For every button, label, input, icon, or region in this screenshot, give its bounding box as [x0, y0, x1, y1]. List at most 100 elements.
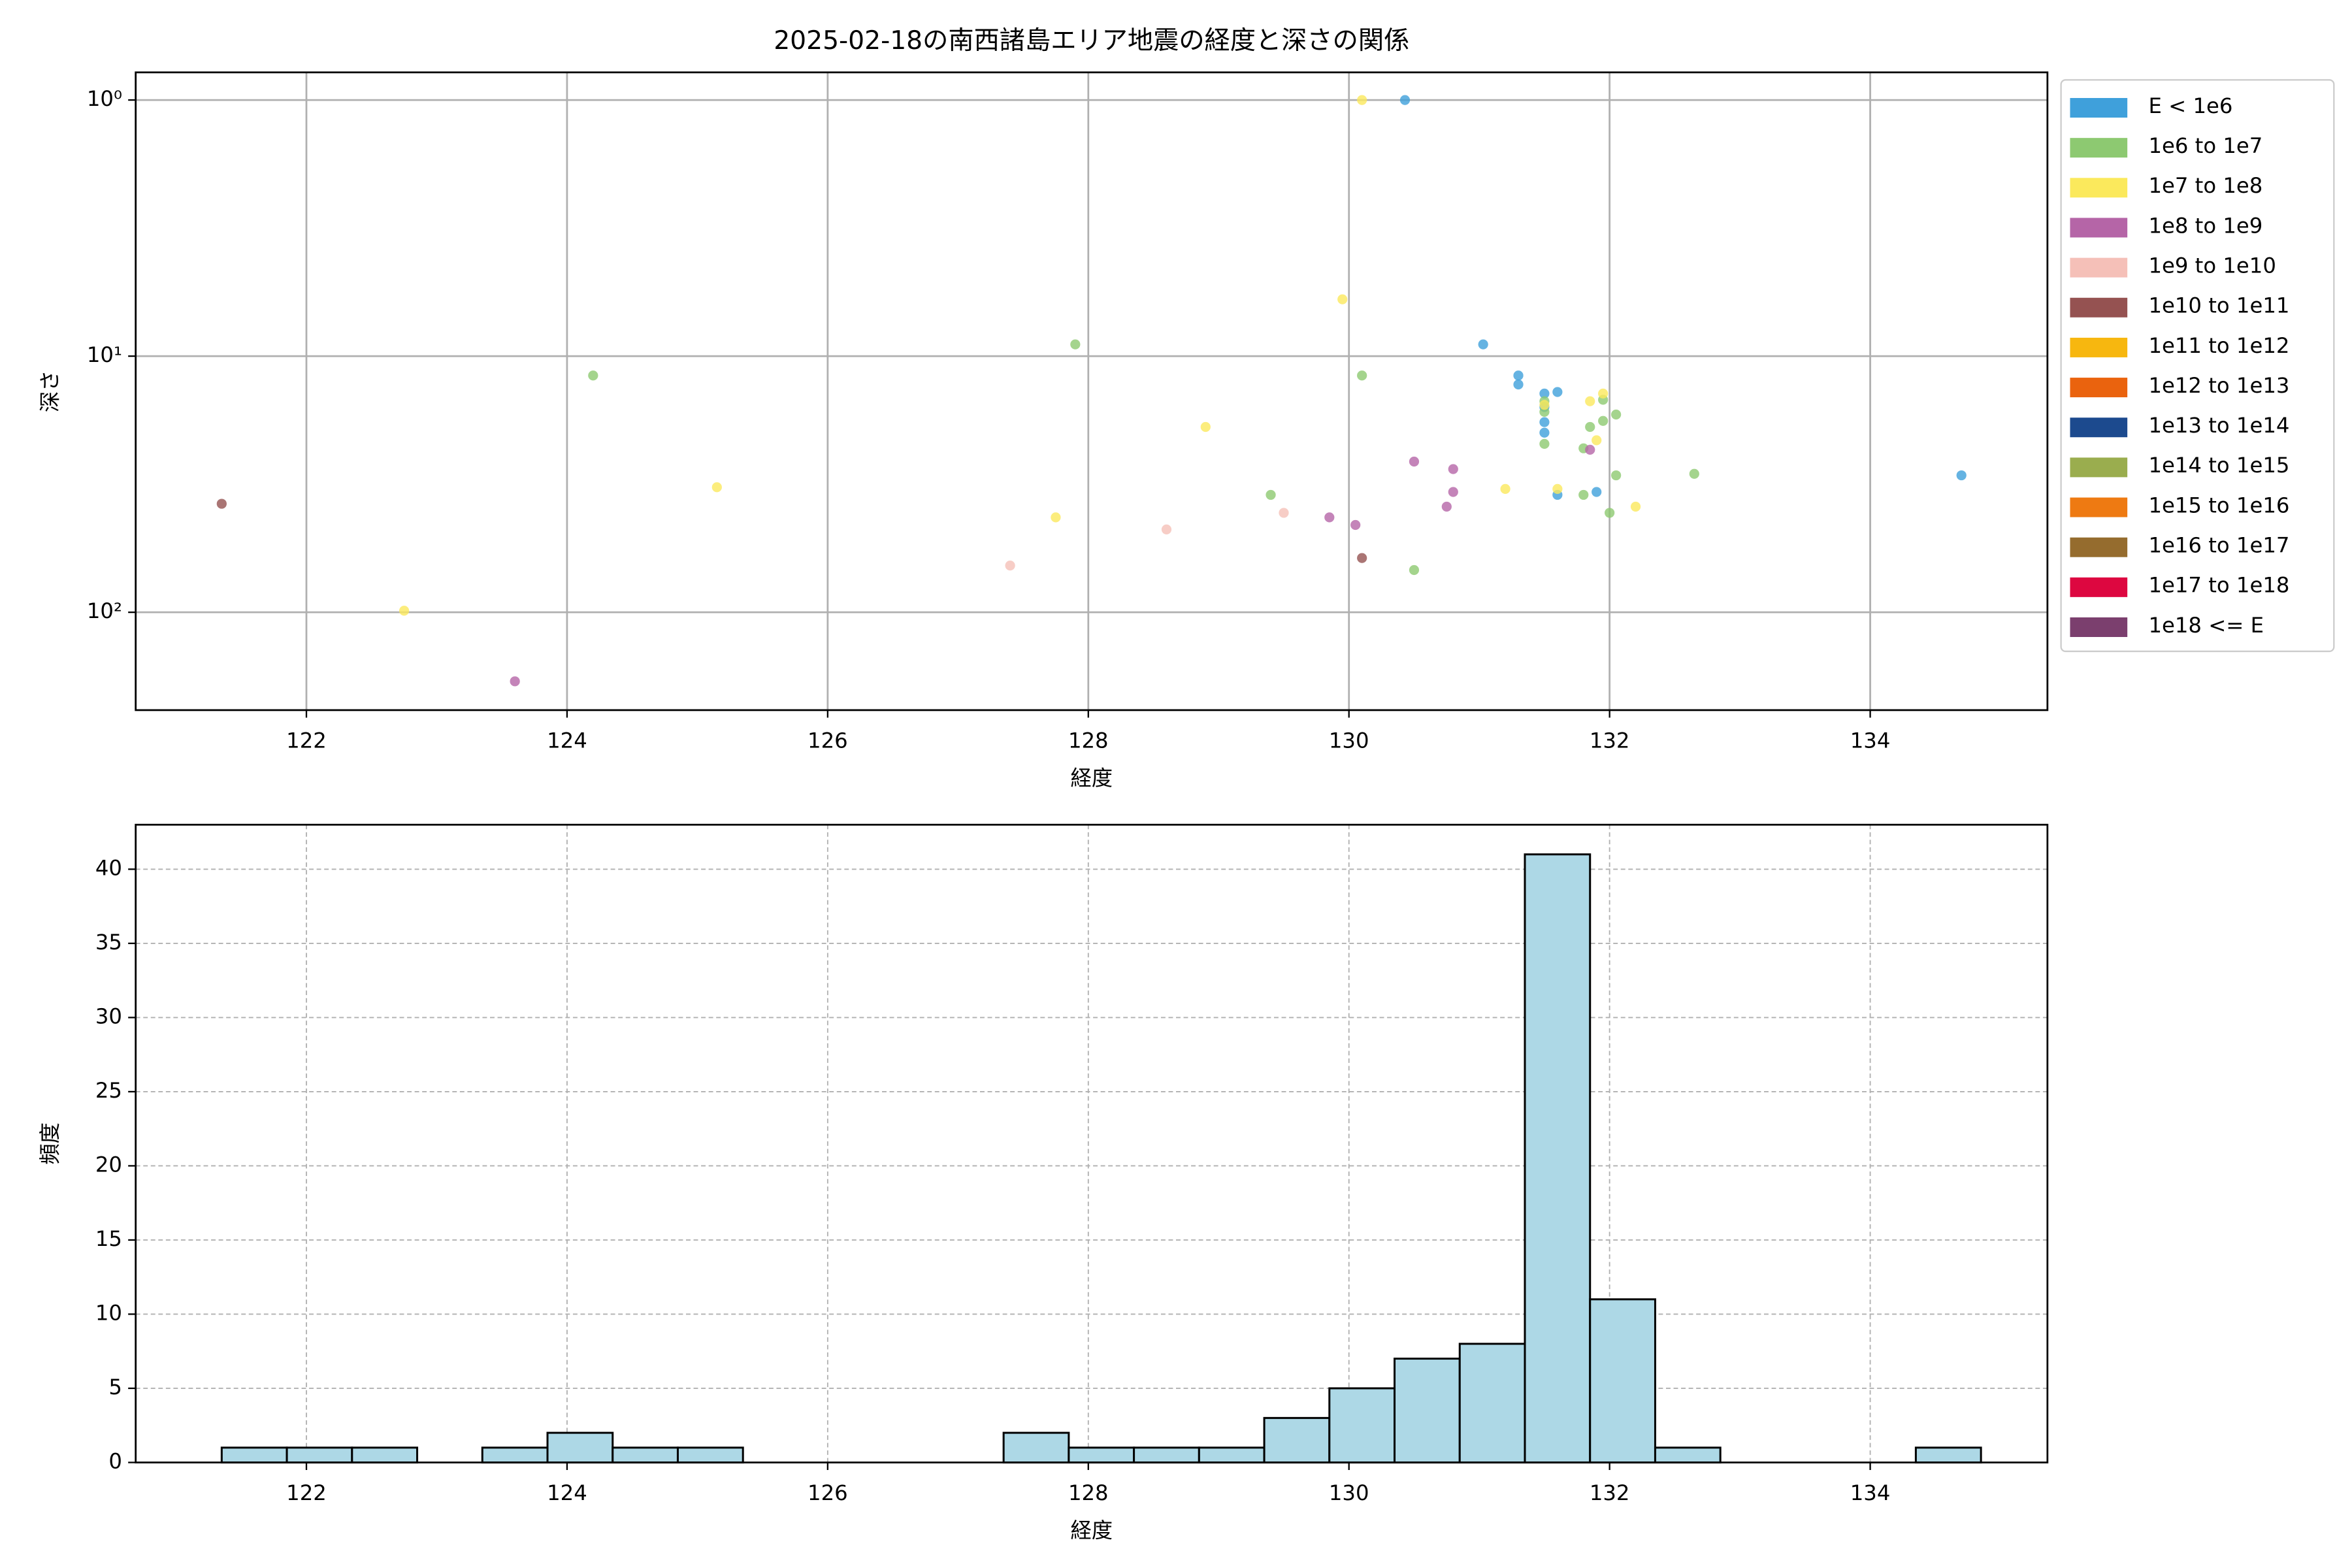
point: [1592, 435, 1602, 446]
point: [1448, 464, 1458, 474]
y-tick-label: 5: [108, 1375, 122, 1399]
legend-swatch: [2070, 257, 2128, 278]
bar: [1524, 853, 1592, 1463]
x-axis-label: 経度: [1070, 1518, 1113, 1543]
bar: [676, 1446, 744, 1463]
legend-swatch: [2070, 337, 2128, 357]
legend-swatch: [2070, 297, 2128, 318]
y-tick-label: 10: [95, 1300, 122, 1325]
bar: [1914, 1446, 1982, 1463]
legend-swatch: [2070, 218, 2128, 238]
point: [1337, 294, 1348, 304]
legend-label: 1e10 to 1e11: [2148, 293, 2289, 318]
legend-swatch: [2070, 417, 2128, 438]
point: [1441, 501, 1452, 512]
point: [1539, 417, 1550, 427]
point: [510, 676, 520, 687]
point: [1552, 387, 1563, 397]
point: [1357, 370, 1367, 381]
plot-frame: [135, 71, 2049, 711]
legend-swatch: [2070, 577, 2128, 597]
x-tick-label: 132: [1590, 728, 1630, 753]
point: [1161, 524, 1172, 535]
legend-label: E < 1e6: [2148, 93, 2232, 118]
legend-swatch: [2070, 497, 2128, 517]
point: [1357, 553, 1367, 563]
point: [1630, 501, 1641, 512]
point: [1956, 470, 1967, 481]
y-tick-label: 10¹: [87, 342, 122, 367]
point: [1357, 95, 1367, 105]
point: [1598, 388, 1609, 399]
point: [711, 482, 722, 493]
point: [1513, 379, 1524, 390]
legend-label: 1e15 to 1e16: [2148, 493, 2289, 517]
point: [1200, 421, 1211, 433]
point: [1539, 438, 1550, 449]
point: [1605, 508, 1615, 518]
legend-swatch: [2070, 378, 2128, 398]
point: [1409, 564, 1420, 576]
x-tick-label: 126: [808, 728, 848, 753]
point: [1578, 489, 1589, 500]
point: [1539, 406, 1550, 417]
bar: [1198, 1446, 1266, 1463]
bar: [351, 1446, 419, 1463]
bar: [1328, 1387, 1396, 1463]
point: [1598, 416, 1609, 426]
legend-box: [2060, 79, 2335, 653]
x-tick-label: 134: [1850, 1480, 1891, 1505]
point: [1500, 483, 1511, 495]
legend-label: 1e8 to 1e9: [2148, 213, 2262, 238]
point: [1689, 468, 1699, 479]
bar: [1263, 1416, 1331, 1463]
x-tick-label: 130: [1329, 1480, 1369, 1505]
x-tick-label: 122: [286, 1480, 327, 1505]
bar: [1589, 1298, 1656, 1463]
point: [588, 370, 598, 381]
x-tick-label: 134: [1850, 728, 1891, 753]
bar: [546, 1431, 614, 1463]
point: [1448, 487, 1458, 497]
x-tick-label: 124: [547, 1480, 587, 1505]
bar: [1654, 1446, 1722, 1463]
x-tick-label: 128: [1068, 728, 1109, 753]
x-tick-label: 124: [547, 728, 587, 753]
y-tick-label: 10⁰: [87, 86, 122, 111]
point: [1070, 339, 1081, 350]
x-tick-label: 128: [1068, 1480, 1109, 1505]
legend-swatch: [2070, 617, 2128, 637]
point: [1279, 508, 1289, 518]
legend-label: 1e12 to 1e13: [2148, 373, 2289, 398]
point: [1585, 444, 1595, 455]
point: [1611, 470, 1622, 481]
legend-label: 1e11 to 1e12: [2148, 333, 2289, 358]
legend-label: 1e17 to 1e18: [2148, 573, 2289, 598]
point: [1585, 396, 1595, 406]
y-tick-label: 30: [95, 1004, 122, 1028]
bar: [1133, 1446, 1200, 1463]
chart-title: 2025-02-18の南西諸島エリア地震の経度と深さの関係: [774, 26, 1409, 56]
legend-swatch: [2070, 98, 2128, 118]
point: [1539, 388, 1550, 399]
legend-label: 1e7 to 1e8: [2148, 173, 2262, 198]
plot-frame: [135, 823, 2049, 1463]
point: [216, 498, 227, 509]
legend-label: 1e6 to 1e7: [2148, 133, 2262, 158]
legend-swatch: [2070, 457, 2128, 478]
point: [1399, 95, 1411, 105]
bar: [1394, 1358, 1461, 1463]
point: [1539, 427, 1550, 438]
y-tick-label: 25: [95, 1078, 122, 1103]
y-tick-label: 35: [95, 930, 122, 955]
point: [1409, 456, 1420, 467]
legend-swatch: [2070, 138, 2128, 158]
bar: [481, 1446, 549, 1463]
legend-label: 1e18 <= E: [2148, 613, 2264, 638]
point: [1539, 400, 1550, 410]
x-axis-label: 経度: [1070, 766, 1113, 791]
y-tick-label: 20: [95, 1152, 122, 1177]
